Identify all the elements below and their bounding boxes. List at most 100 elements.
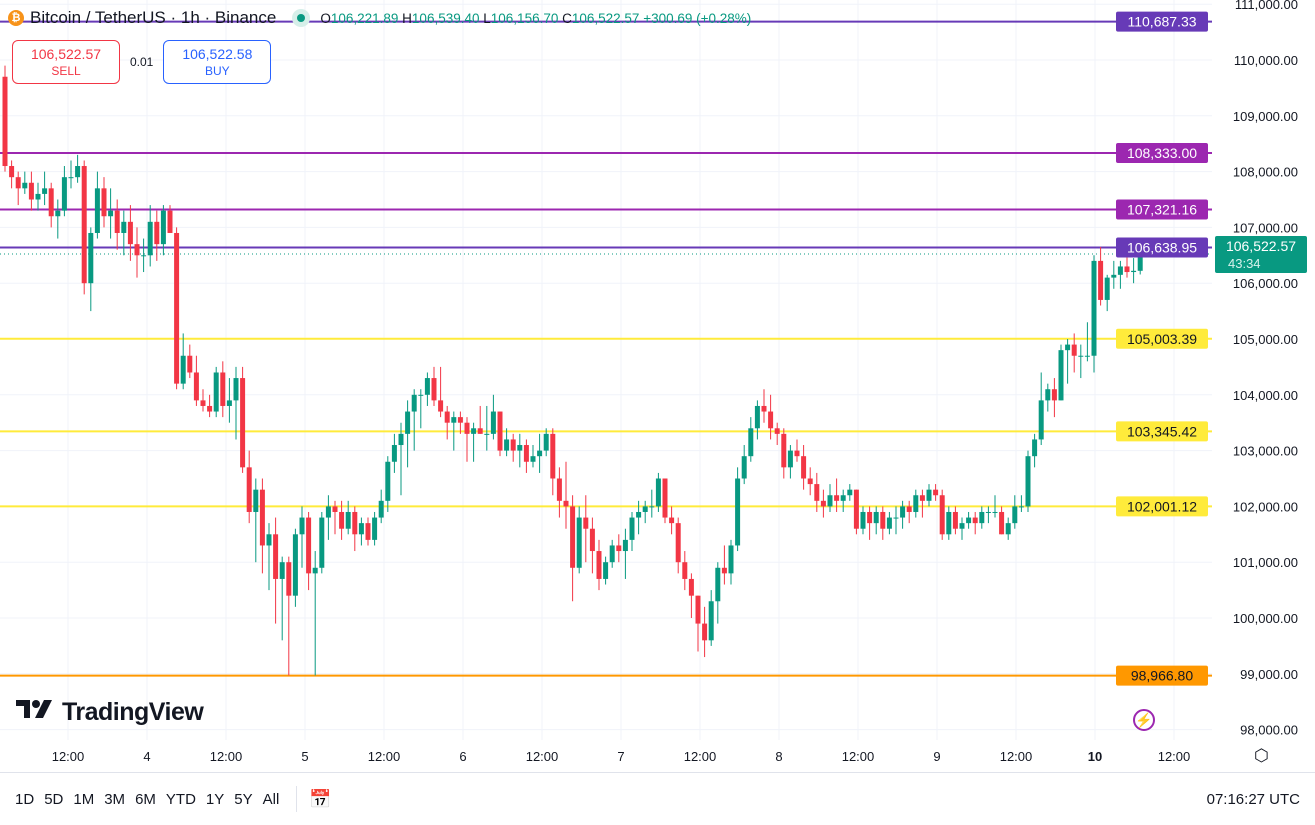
tradingview-logo[interactable]: TradingView <box>16 698 204 727</box>
candle <box>873 506 879 535</box>
candle <box>952 506 958 535</box>
candle <box>985 506 991 524</box>
buy-button[interactable]: 106,522.58 BUY <box>163 40 272 84</box>
candle <box>451 411 457 451</box>
level-label-box <box>1116 143 1208 164</box>
candle <box>306 511 312 591</box>
candle-body <box>273 534 279 579</box>
candle <box>655 472 661 512</box>
candle-body <box>933 489 939 496</box>
candle-body <box>477 428 483 434</box>
range-button-1d[interactable]: 1D <box>15 790 35 808</box>
candle-body <box>55 210 61 217</box>
candle <box>853 489 859 535</box>
candle-body <box>867 511 873 524</box>
candle <box>669 506 675 535</box>
range-button-all[interactable]: All <box>262 790 280 808</box>
symbol-header: ₿ Bitcoin / TetherUS · 1h · Binance O106… <box>8 8 751 28</box>
range-buttons: 1D 5D 1M 3M 6M YTD 1Y 5Y All <box>10 791 284 808</box>
candle <box>490 394 496 440</box>
sell-button[interactable]: 106,522.57 SELL <box>12 40 120 84</box>
candle <box>1065 339 1071 384</box>
candle-body <box>246 467 252 512</box>
candle <box>926 484 932 507</box>
candle-body <box>728 545 734 574</box>
x-tick-label: 12:00 <box>842 749 875 764</box>
level-label: 103,345.42 <box>1127 423 1197 439</box>
candle-body <box>893 517 899 519</box>
candle-body <box>431 378 437 401</box>
candle <box>332 500 338 535</box>
candle-body <box>570 506 576 568</box>
candle-body <box>451 417 457 423</box>
candle-body <box>418 394 424 396</box>
lightning-icon[interactable]: ⚡ <box>1133 709 1155 731</box>
candle-body <box>985 511 991 513</box>
candle-body <box>1091 260 1097 356</box>
go-to-date-icon[interactable]: 📅 <box>309 788 332 809</box>
high-label: H <box>402 10 412 26</box>
range-button-5y[interactable]: 5Y <box>234 790 253 808</box>
range-button-3m[interactable]: 3M <box>104 790 126 808</box>
candle <box>642 500 648 524</box>
candle <box>933 484 939 501</box>
candle-body <box>906 506 912 512</box>
candle <box>939 489 945 540</box>
x-tick-label: 10 <box>1088 749 1102 764</box>
candle <box>325 495 331 540</box>
candle <box>114 199 120 250</box>
settings-icon[interactable]: ⬡ <box>1254 746 1269 765</box>
range-button-1y[interactable]: 1Y <box>205 790 225 808</box>
range-button-1m[interactable]: 1M <box>73 790 95 808</box>
candle <box>187 344 193 379</box>
candle-body <box>42 188 48 194</box>
candle-body <box>999 511 1005 535</box>
time-axis[interactable]: 12:00 4 12:00 5 12:00 6 12:00 7 12:00 8 12:00 9 12:0… <box>52 749 1191 764</box>
candle-body <box>226 400 232 406</box>
candle <box>834 478 840 512</box>
horizontal-levels[interactable] <box>0 20 1212 677</box>
candle <box>715 562 721 624</box>
x-tick-label: 12:00 <box>1000 749 1033 764</box>
range-button-6m[interactable]: 6M <box>135 790 156 808</box>
candle <box>570 495 576 602</box>
candle <box>596 539 602 591</box>
candle-body <box>75 166 81 178</box>
candle-body <box>919 495 925 501</box>
candle-body <box>649 506 655 508</box>
candle <box>840 489 846 512</box>
candle <box>708 590 714 646</box>
candle <box>695 595 701 652</box>
candle <box>279 556 285 641</box>
price-chart[interactable]: 111,000.00 110,000.00 109,000.00 108,000.00… <box>0 0 1315 772</box>
level-label-box <box>1116 421 1208 442</box>
price-axis[interactable]: 111,000.00 110,000.00 109,000.00 108,000.00… <box>1233 0 1298 738</box>
candle <box>444 405 450 440</box>
candle-body <box>616 545 622 552</box>
candle-body <box>88 232 94 284</box>
level-label-box <box>1116 496 1208 517</box>
candle-body <box>193 372 199 401</box>
candle <box>299 506 305 568</box>
candle-body <box>807 478 813 485</box>
candle <box>101 177 107 228</box>
candle-body <box>464 422 470 434</box>
x-tick-label: 12:00 <box>1158 749 1191 764</box>
candle-body <box>801 456 807 479</box>
range-button-ytd[interactable]: YTD <box>165 790 196 808</box>
candle <box>220 361 226 418</box>
candle-body <box>774 428 780 434</box>
candle <box>847 484 853 501</box>
symbol-title[interactable]: Bitcoin / TetherUS · 1h · Binance <box>30 8 277 27</box>
candle <box>576 506 582 574</box>
x-tick-label: 12:00 <box>210 749 243 764</box>
y-tick-label: 102,000.00 <box>1233 499 1298 514</box>
candle-body <box>484 433 490 435</box>
open-value: 106,221.89 <box>330 10 399 26</box>
range-button-5d[interactable]: 5D <box>44 790 64 808</box>
candle-body <box>1131 270 1137 273</box>
clock[interactable]: 07:16:27 UTC <box>1206 790 1300 808</box>
candle-body <box>939 495 945 535</box>
candle-body <box>781 433 787 468</box>
candle-body <box>695 595 701 624</box>
